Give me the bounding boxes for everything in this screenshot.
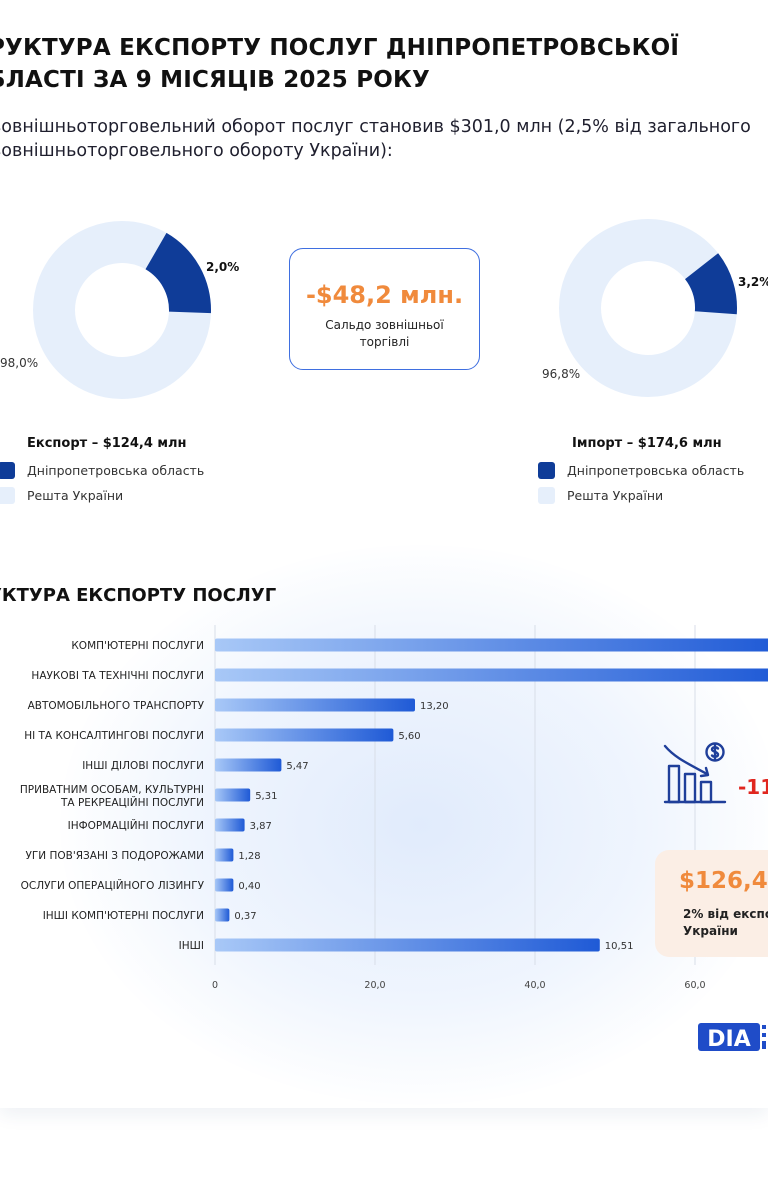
dia-logo: DIA [698,1023,766,1052]
category-label: ІНШІ ДІЛОВІ ПОСЛУГИ [82,760,204,772]
export-callout-label: 2% від експо України [683,906,768,940]
export-callout-label-line-1: 2% від експо [683,907,768,921]
category-label: ТА РЕКРЕАЦІЙНІ ПОСЛУГИ [60,796,204,809]
bar-value-label: 13,20 [420,701,449,712]
category-label: ІНШІ [179,940,204,952]
legend-swatch-rest [0,487,15,504]
x-tick-label: 40,0 [524,980,545,991]
declining-bar-chart-dollar-icon [663,742,727,804]
category-label: ІНФОРМАЦІЙНІ ПОСЛУГИ [68,819,204,832]
export-region-pct: 2,0% [206,260,240,274]
export-donut-region-slice [145,232,211,314]
legend-swatch-region [538,462,555,479]
title-line-1: РУКТУРА ЕКСПОРТУ ПОСЛУГ ДНІПРОПЕТРОВСЬКО… [0,35,680,61]
bar [215,818,245,832]
title-line-2: БЛАСТІ ЗА 9 МІСЯЦІВ 2025 РОКУ [0,67,430,93]
x-tick-label: 0 [212,980,218,991]
category-label: ІНШІ КОМП'ЮТЕРНІ ПОСЛУГИ [43,910,204,922]
export-legend-region: Дніпропетровська область [0,462,204,479]
import-donut-region-slice [685,253,737,315]
export-legend-rest-label: Решта України [27,488,124,503]
section-title: УКТУРА ЕКСПОРТУ ПОСЛУГ [0,585,277,606]
bar [215,638,768,652]
category-label: ПРИВАТНИМ ОСОБАМ, КУЛЬТУРНІ [20,784,204,796]
legend-swatch-rest [538,487,555,504]
bar [215,668,768,682]
bar [215,758,282,772]
import-legend-region-label: Дніпропетровська область [567,463,745,478]
category-label: УГИ ПОВ'ЯЗАНІ З ПОДОРОЖАМИ [26,850,205,862]
import-legend-rest-label: Решта України [567,488,664,503]
x-tick-label: 60,0 [684,980,705,991]
trade-balance-value: -$48,2 млн. [305,281,464,309]
trade-balance-card: -$48,2 млн. Сальдо зовнішньої торгівлі [289,248,480,370]
subtitle-line-2: зовнішньоторговельного обороту України): [0,141,393,161]
export-callout-label-line-2: України [683,924,738,938]
bar-value-label: 5,60 [398,731,420,742]
dia-logo-text: DIA [707,1027,750,1052]
import-region-pct: 3,2% [738,275,768,289]
legend-swatch-region [0,462,15,479]
category-label: ОСЛУГИ ОПЕРАЦІЙНОГО ЛІЗИНГУ [21,879,205,892]
x-tick-label: 20,0 [364,980,385,991]
trade-balance-label-line-1: Сальдо зовнішньої [325,318,444,332]
import-legend-region: Дніпропетровська область [538,462,744,479]
bar [215,728,394,742]
page-title: РУКТУРА ЕКСПОРТУ ПОСЛУГ ДНІПРОПЕТРОВСЬКО… [0,32,768,96]
trade-balance-label-line-2: торгівлі [359,335,410,349]
import-legend-rest: Решта України [538,487,663,504]
bar [215,908,230,922]
export-callout-value: $126,4 [679,868,768,894]
bar-value-label: 0,40 [238,881,260,892]
export-structure-bar-chart: 0 20,0 40,0 60,0 КОМП'ЮТЕРНІ ПОСЛУГИ НАУКОВІ … [20,625,768,991]
export-callout-card: $126,4 2% від експо України [655,850,768,957]
background-glow [60,545,768,1105]
category-label: АВТОМОБІЛЬНОГО ТРАНСПОРТУ [28,700,205,712]
bar-value-label: 5,31 [255,791,277,802]
export-legend-title: Експорт – $124,4 млн [27,436,187,451]
bar-value-label: 1,28 [238,851,260,862]
bar-value-label: 0,37 [234,911,256,922]
infographic-card: РУКТУРА ЕКСПОРТУ ПОСЛУГ ДНІПРОПЕТРОВСЬКО… [0,32,768,1105]
bar [215,848,234,862]
import-rest-pct: 96,8% [542,367,581,381]
bar [215,878,234,892]
export-donut-chart [33,221,211,399]
page-subtitle: зовнішньоторговельний оборот послуг стан… [0,115,768,163]
import-donut-chart [559,219,737,397]
change-value: -11 [738,775,768,799]
bar-value-label: 5,47 [286,761,308,772]
bar-value-label: 3,87 [250,821,272,832]
export-legend-rest: Решта України [0,487,123,504]
bar [215,788,251,802]
category-label: КОМП'ЮТЕРНІ ПОСЛУГИ [71,640,204,652]
bar [215,698,415,712]
export-legend-region-label: Дніпропетровська область [27,463,205,478]
bar-value-label: 10,51 [605,941,634,952]
category-label: НІ ТА КОНСАЛТИНГОВІ ПОСЛУГИ [24,730,204,742]
subtitle-line-1: зовнішньоторговельний оборот послуг стан… [0,117,751,137]
category-label: НАУКОВІ ТА ТЕХНІЧНІ ПОСЛУГИ [31,670,204,682]
bar [215,938,600,952]
trade-balance-label: Сальдо зовнішньої торгівлі [290,317,479,351]
import-legend-title: Імпорт – $174,6 млн [572,436,722,451]
export-rest-pct: 98,0% [0,356,39,370]
